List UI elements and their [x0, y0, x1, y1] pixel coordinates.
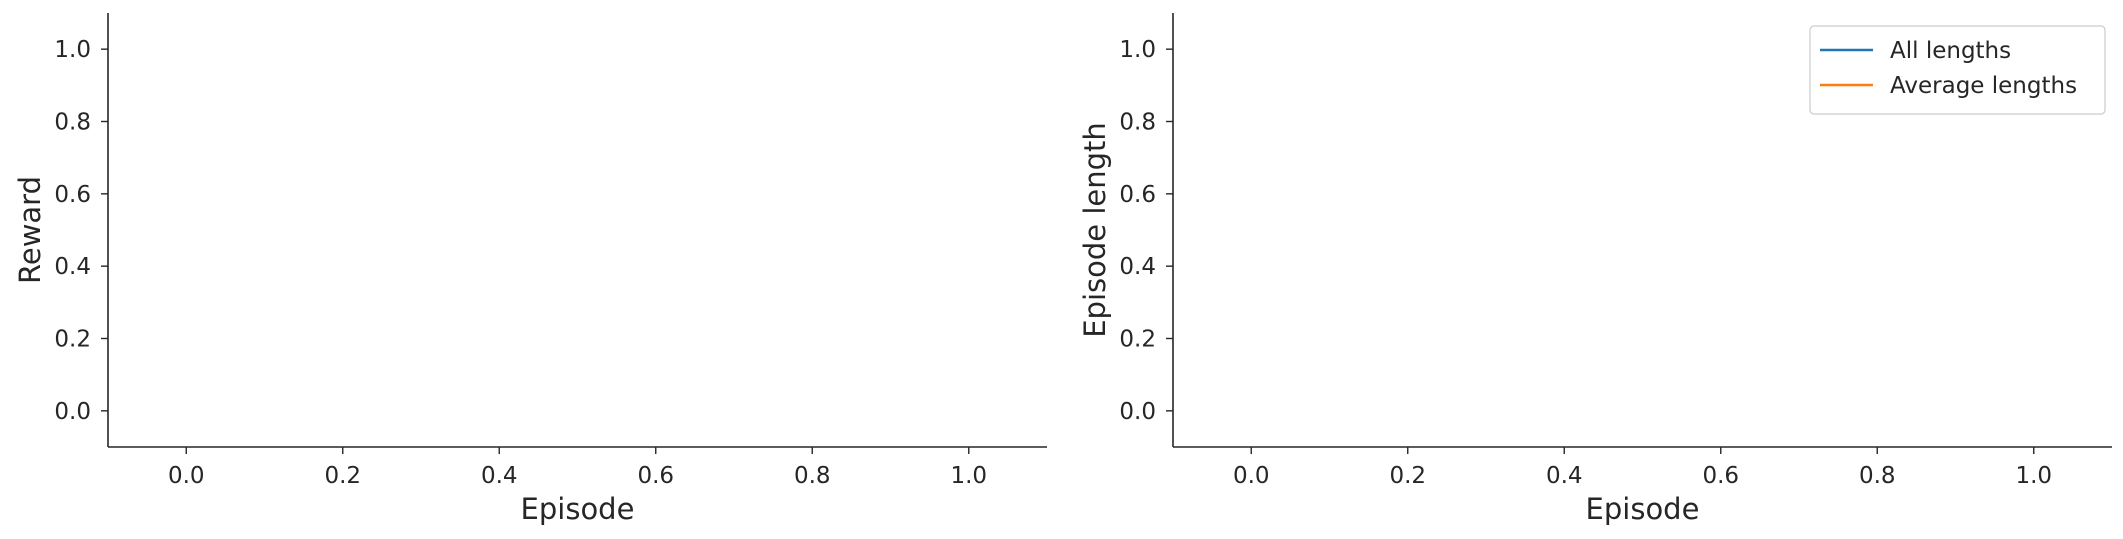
- x-tick-label: 1.0: [950, 463, 987, 489]
- y-tick-label: 1.0: [1119, 37, 1156, 63]
- y-tick-label: 0.2: [54, 327, 91, 353]
- y-tick-label: 0.8: [54, 110, 91, 136]
- x-tick-label: 0.0: [1233, 463, 1270, 489]
- y-tick-label: 0.4: [1119, 254, 1156, 280]
- x-tick-label: 0.6: [1702, 463, 1739, 489]
- x-tick-label: 0.2: [1389, 463, 1426, 489]
- y-tick-label: 0.2: [1119, 327, 1156, 353]
- x-tick-label: 0.8: [794, 463, 831, 489]
- y-axis-label: Episode length: [1078, 122, 1112, 338]
- x-tick-label: 0.8: [1859, 463, 1896, 489]
- episode-length-panel: 0.0 0.2 0.4 0.6 0.8 1.0 0.0 0.2 0.4 0.6 0.8 1.0 Epis…: [1078, 13, 2112, 526]
- legend-entry: Average lengths: [1890, 73, 2077, 99]
- y-tick-label: 0.6: [1119, 182, 1156, 208]
- reward-panel: 0.0 0.2 0.4 0.6 0.8 1.0 0.0 0.2 0.4 0.6 0.8 1.0 Epis…: [13, 13, 1047, 526]
- legend-entry: All lengths: [1890, 38, 2011, 64]
- x-tick-label: 0.4: [1546, 463, 1583, 489]
- y-tick-label: 0.4: [54, 254, 91, 280]
- y-tick-label: 0.6: [54, 182, 91, 208]
- y-tick-label: 0.8: [1119, 110, 1156, 136]
- y-tick-label: 1.0: [54, 37, 91, 63]
- legend: All lengths Average lengths: [1809, 25, 2106, 115]
- legend-box: [1809, 25, 2106, 115]
- y-tick-label: 0.0: [54, 399, 91, 425]
- x-tick-label: 1.0: [2015, 463, 2052, 489]
- x-tick-label: 0.0: [168, 463, 205, 489]
- x-axis-label: Episode: [1586, 492, 1700, 526]
- x-tick-label: 0.6: [637, 463, 674, 489]
- x-axis-label: Episode: [521, 492, 635, 526]
- y-tick-label: 0.0: [1119, 399, 1156, 425]
- x-tick-label: 0.2: [324, 463, 361, 489]
- y-axis-label: Reward: [13, 176, 47, 284]
- x-tick-label: 0.4: [481, 463, 518, 489]
